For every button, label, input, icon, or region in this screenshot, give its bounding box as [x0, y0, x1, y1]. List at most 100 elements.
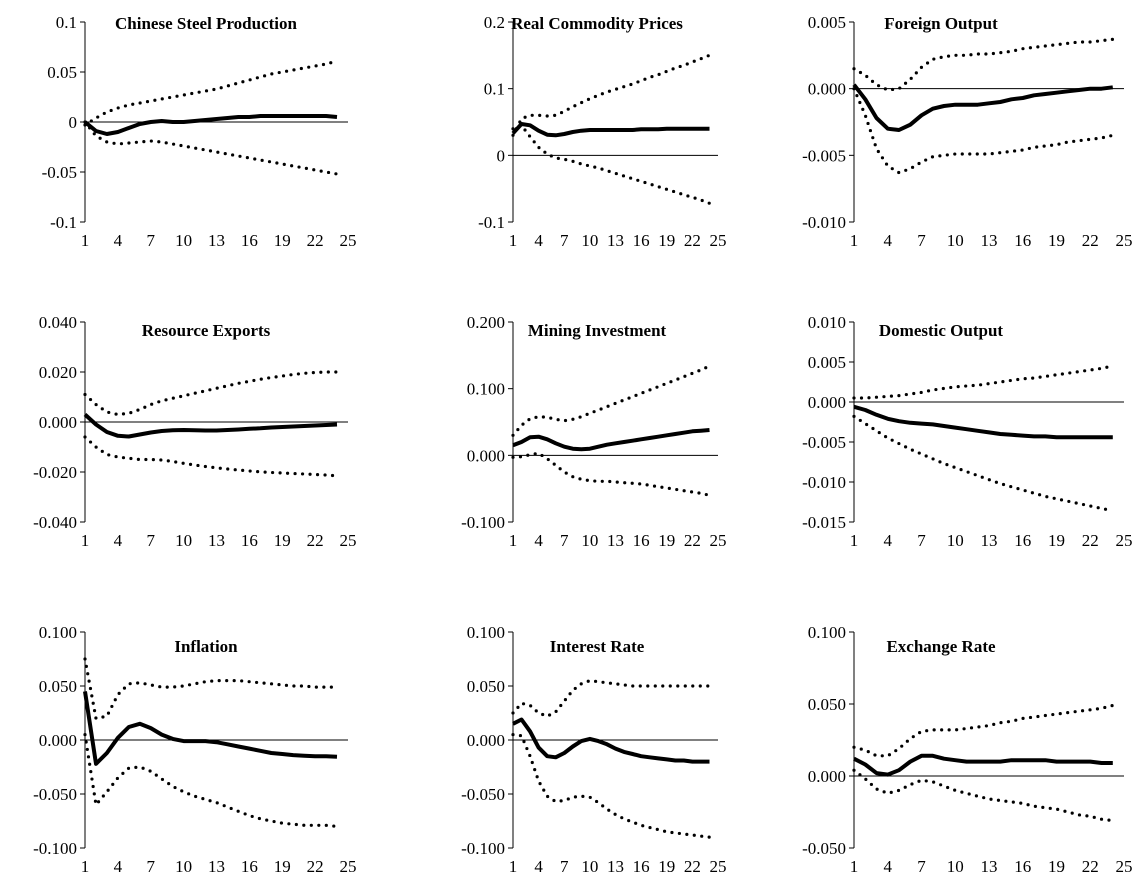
y-tick-label: -0.05: [42, 163, 77, 182]
x-tick-label: 4: [534, 857, 543, 876]
x-tick-label: 1: [850, 531, 859, 550]
y-tick-label: -0.010: [802, 213, 846, 232]
panel-resource-exports: -0.040 -0.020 0.000 0.020 0.040 1 4 7 10 13 16 19 22…: [33, 313, 356, 550]
x-tick-label: 7: [147, 231, 156, 250]
y-tick-label: 0.100: [467, 623, 505, 642]
lower-band-line: [83, 435, 339, 478]
panel-interest-rate: -0.100 -0.050 0.000 0.050 0.100 1 4 7 10 13 16 19 22…: [461, 623, 726, 876]
y-tick-label: 0.100: [467, 380, 505, 399]
y-tick-label: 0.000: [808, 393, 846, 412]
x-tick-label: 25: [710, 231, 727, 250]
x-tick-label: 19: [274, 857, 291, 876]
y-tick-label: 0.100: [808, 623, 846, 642]
x-tick-label: 25: [340, 231, 357, 250]
y-tick-label: -0.1: [50, 213, 77, 232]
x-tick-label: 25: [340, 531, 357, 550]
x-tick-label: 1: [509, 531, 518, 550]
x-tick-label: 4: [884, 531, 893, 550]
y-tick-label: 0.050: [467, 677, 505, 696]
x-tick-label: 10: [947, 531, 964, 550]
y-tick-label: 0.000: [467, 446, 505, 465]
panel-title: Exchange Rate: [886, 637, 996, 656]
x-tick-label: 1: [81, 857, 90, 876]
x-tick-label: 10: [175, 231, 192, 250]
y-tick-label: 0.1: [56, 13, 77, 32]
x-tick-label: 7: [147, 531, 156, 550]
y-tick-label: -0.050: [461, 785, 505, 804]
x-tick-label: 7: [560, 857, 569, 876]
lower-band-line: [852, 414, 1115, 513]
y-tick-label: 0.005: [808, 353, 846, 372]
y-tick-label: 0.050: [39, 677, 77, 696]
x-tick-label: 16: [633, 857, 650, 876]
panel-real-commodity-prices: -0.1 0 0.1 0.2 1 4 7 10 13 16 19 22 25 Real Commodity…: [478, 13, 726, 250]
y-tick-label: -0.050: [33, 785, 77, 804]
x-tick-label: 1: [509, 231, 518, 250]
y-tick-label: 0.200: [467, 313, 505, 332]
x-tick-label: 10: [581, 231, 598, 250]
x-tick-label: 4: [534, 231, 543, 250]
y-tick-label: 0.100: [39, 623, 77, 642]
irf-line: [852, 83, 1114, 132]
y-tick-label: 0.020: [39, 363, 77, 382]
x-tick-label: 16: [241, 857, 258, 876]
irf-line: [83, 413, 338, 439]
x-tick-label: 13: [208, 857, 225, 876]
upper-band-line: [511, 678, 712, 718]
irf-line: [511, 122, 710, 138]
y-tick-label: 0.050: [808, 695, 846, 714]
irf-line: [83, 114, 338, 136]
irf-line: [512, 717, 710, 764]
x-tick-label: 13: [981, 857, 998, 876]
x-tick-label: 25: [340, 857, 357, 876]
y-tick-label: -0.040: [33, 513, 77, 532]
x-tick-label: 19: [274, 531, 291, 550]
x-tick-label: 22: [307, 857, 324, 876]
x-tick-label: 22: [1082, 231, 1099, 250]
x-tick-label: 13: [208, 231, 225, 250]
x-tick-label: 1: [81, 231, 90, 250]
x-tick-label: 4: [114, 531, 123, 550]
x-tick-label: 22: [307, 231, 324, 250]
x-tick-label: 4: [884, 857, 893, 876]
x-tick-label: 4: [884, 231, 893, 250]
x-tick-label: 13: [607, 531, 624, 550]
panel-title: Real Commodity Prices: [511, 14, 683, 33]
x-tick-label: 10: [175, 531, 192, 550]
y-tick-label: 0.2: [484, 13, 505, 32]
y-tick-label: 0.000: [39, 413, 77, 432]
x-tick-label: 16: [1014, 531, 1031, 550]
irf-line: [512, 428, 710, 452]
panel-mining-investment: -0.100 0.000 0.100 0.200 1 4 7 10 13 16 19 22 25 Mini…: [461, 313, 726, 550]
y-tick-label: 0.1: [484, 80, 505, 99]
x-tick-label: 19: [658, 857, 675, 876]
x-tick-label: 16: [633, 231, 650, 250]
y-tick-label: 0.000: [467, 731, 505, 750]
irf-line: [853, 404, 1113, 440]
x-tick-label: 7: [917, 857, 926, 876]
y-tick-label: 0.000: [808, 80, 846, 99]
panel-title: Foreign Output: [884, 14, 998, 33]
y-tick-label: -0.100: [33, 839, 77, 858]
x-tick-label: 16: [1014, 857, 1031, 876]
x-tick-label: 10: [581, 857, 598, 876]
x-tick-label: 7: [147, 857, 156, 876]
x-tick-label: 25: [1116, 231, 1133, 250]
panel-title: Mining Investment: [528, 321, 667, 340]
y-tick-label: -0.100: [461, 839, 505, 858]
y-tick-label: -0.005: [802, 433, 846, 452]
y-tick-label: -0.050: [802, 839, 846, 858]
upper-band-line: [511, 364, 712, 437]
x-tick-label: 1: [850, 231, 859, 250]
x-tick-label: 7: [917, 231, 926, 250]
x-tick-label: 22: [684, 531, 701, 550]
y-tick-label: -0.010: [802, 473, 846, 492]
x-tick-label: 22: [1082, 857, 1099, 876]
x-tick-label: 25: [710, 531, 727, 550]
y-tick-label: 0: [497, 146, 506, 165]
x-tick-label: 22: [684, 857, 701, 876]
x-tick-label: 4: [114, 857, 123, 876]
upper-band-line: [852, 37, 1115, 92]
x-tick-label: 19: [658, 531, 675, 550]
